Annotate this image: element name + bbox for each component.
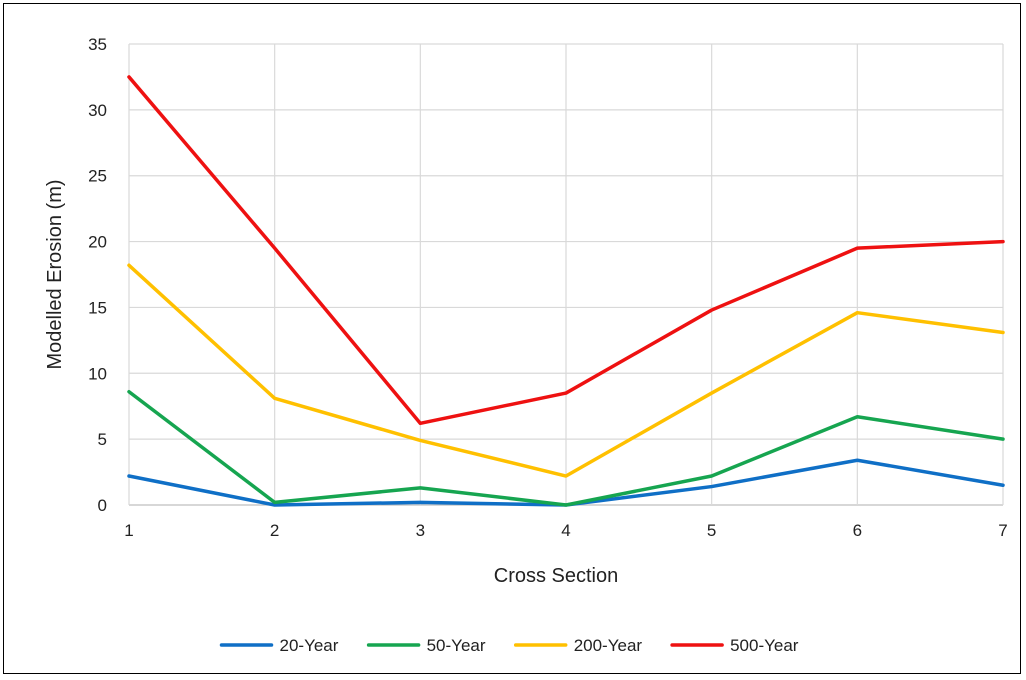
x-tick-label: 1 bbox=[124, 521, 133, 540]
series-line-200-year bbox=[127, 263, 1005, 478]
y-tick-label: 35 bbox=[88, 35, 107, 54]
legend-item-20-year: 20-Year bbox=[219, 636, 339, 655]
y-axis-tick-labels: 0 5 10 15 20 25 30 35 bbox=[88, 35, 107, 515]
x-tick-label: 3 bbox=[416, 521, 425, 540]
x-tick-label: 7 bbox=[998, 521, 1007, 540]
y-tick-label: 0 bbox=[98, 496, 107, 515]
y-tick-label: 20 bbox=[88, 233, 107, 252]
legend-label: 50-Year bbox=[427, 636, 486, 655]
legend-item-200-year: 200-Year bbox=[513, 636, 643, 655]
legend-item-50-year: 50-Year bbox=[366, 636, 486, 655]
series-lines bbox=[127, 75, 1005, 507]
legend-label: 20-Year bbox=[280, 636, 339, 655]
chart-frame: 0 5 10 15 20 25 30 35 1 2 3 4 5 6 7 Modelled Erosion … bbox=[3, 3, 1021, 674]
y-tick-label: 15 bbox=[88, 298, 107, 317]
legend: 20-Year 50-Year 200-Year 500-Year bbox=[219, 636, 799, 655]
y-tick-label: 10 bbox=[88, 364, 107, 383]
series-line-500-year bbox=[127, 75, 1005, 426]
legend-label: 500-Year bbox=[730, 636, 799, 655]
y-axis-title: Modelled Erosion (m) bbox=[44, 179, 66, 369]
x-tick-label: 4 bbox=[561, 521, 570, 540]
x-tick-label: 6 bbox=[853, 521, 862, 540]
x-tick-label: 2 bbox=[270, 521, 279, 540]
y-tick-label: 30 bbox=[88, 101, 107, 120]
series-line-50-year bbox=[127, 389, 1005, 507]
x-axis-tick-labels: 1 2 3 4 5 6 7 bbox=[124, 521, 1007, 540]
y-tick-label: 5 bbox=[98, 430, 107, 449]
legend-item-500-year: 500-Year bbox=[670, 636, 799, 655]
x-tick-label: 5 bbox=[707, 521, 716, 540]
legend-label: 200-Year bbox=[574, 636, 643, 655]
line-chart: 0 5 10 15 20 25 30 35 1 2 3 4 5 6 7 Modelled Erosion … bbox=[44, 35, 1008, 655]
x-axis-title: Cross Section bbox=[494, 565, 619, 587]
gridlines bbox=[128, 43, 1004, 506]
y-tick-label: 25 bbox=[88, 167, 107, 186]
